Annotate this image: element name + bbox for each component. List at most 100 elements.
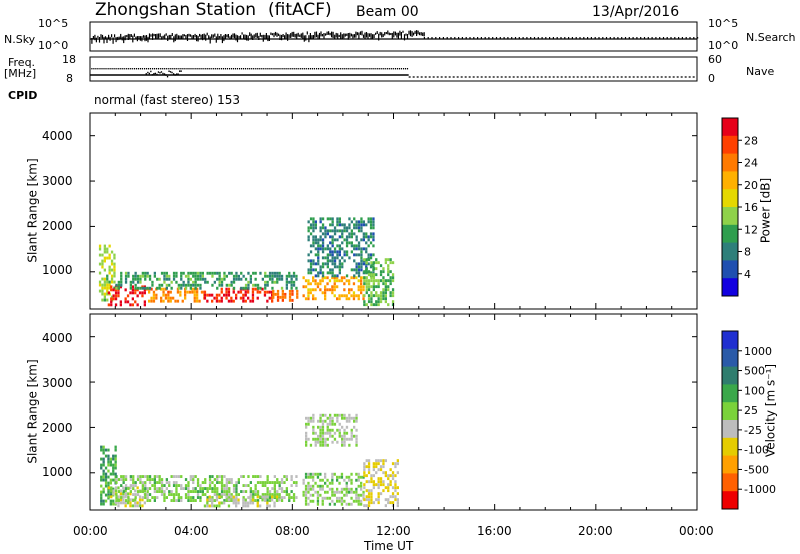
- echo-cell: [215, 293, 219, 297]
- echo-cell: [372, 303, 375, 307]
- echo-cell: [324, 413, 327, 417]
- echo-cell: [115, 499, 118, 502]
- echo-cell: [268, 504, 271, 508]
- freq-mark: [228, 68, 231, 70]
- echo-cell: [309, 288, 312, 292]
- nsky-mark: [285, 32, 287, 39]
- freq-mark: [384, 68, 386, 70]
- echo-cell: [107, 490, 110, 494]
- echo-cell: [377, 303, 380, 307]
- echo-cell: [352, 297, 356, 301]
- echo-cell: [319, 268, 322, 272]
- echo-cell: [180, 283, 183, 287]
- echo-cell: [216, 487, 219, 490]
- echo-cell: [321, 262, 325, 266]
- echo-cell: [268, 490, 272, 493]
- echo-cell: [312, 276, 315, 280]
- nave-tick-low: 0: [708, 72, 715, 85]
- echo-cell: [379, 270, 383, 274]
- echo-cell: [104, 475, 108, 479]
- nsky-mark: [511, 37, 513, 39]
- echo-cell: [172, 481, 176, 484]
- echo-cell: [391, 474, 395, 478]
- freq-mark: [101, 68, 103, 70]
- nsky-mark: [503, 37, 505, 39]
- echo-cell: [292, 499, 296, 502]
- echo-cell: [223, 490, 226, 493]
- echo-cell: [331, 256, 334, 260]
- nsky-mark: [617, 37, 619, 39]
- echo-cell: [312, 217, 315, 221]
- echo-cell: [324, 288, 327, 292]
- freq-mark: [121, 68, 123, 70]
- echo-cell: [329, 416, 332, 420]
- echo-cell: [108, 256, 111, 260]
- freq-mark: [224, 68, 226, 70]
- echo-cell: [338, 250, 341, 254]
- echo-cell: [312, 413, 315, 417]
- echo-cell: [106, 283, 109, 287]
- echo-cell: [363, 498, 366, 502]
- echo-cell: [394, 480, 397, 484]
- echo-cell: [331, 235, 334, 239]
- echo-cell: [275, 498, 279, 502]
- xtick-2400: 00:00: [679, 524, 714, 538]
- nsky-mark: [118, 36, 120, 40]
- colorbar-segment: [722, 118, 738, 137]
- echo-cell: [138, 504, 142, 508]
- echo-cell: [271, 280, 274, 284]
- echo-cell: [387, 303, 390, 307]
- echo-cell: [281, 295, 284, 299]
- echo-cell: [314, 247, 317, 251]
- echo-cell: [367, 489, 371, 493]
- echo-cell: [112, 472, 115, 476]
- echo-cell: [170, 493, 173, 496]
- echo-cell: [256, 290, 259, 294]
- echo-cell: [266, 499, 269, 502]
- echo-cell: [345, 493, 348, 497]
- echo-cell: [184, 296, 187, 300]
- echo-cell: [273, 280, 276, 284]
- echo-cell: [240, 271, 243, 275]
- nsky-mark: [681, 37, 683, 39]
- echo-cell: [110, 280, 114, 284]
- echo-cell: [220, 299, 223, 303]
- echo-cell: [345, 244, 349, 248]
- echo-cell: [244, 277, 248, 281]
- echo-cell: [309, 499, 312, 503]
- echo-cell: [370, 489, 373, 493]
- echo-cell: [251, 498, 255, 502]
- echo-cell: [108, 271, 111, 275]
- echo-cell: [225, 293, 228, 297]
- echo-cell: [167, 293, 170, 297]
- echo-cell: [254, 484, 257, 487]
- echo-cell: [129, 478, 132, 481]
- echo-cell: [336, 416, 339, 420]
- echo-cell: [370, 264, 373, 268]
- echo-cell: [336, 440, 339, 444]
- nsky-mark: [92, 36, 94, 40]
- echo-cell: [160, 487, 164, 490]
- echo-cell: [357, 502, 360, 506]
- echo-cell: [129, 492, 132, 496]
- echo-cell: [375, 267, 378, 271]
- echo-cell: [196, 493, 200, 496]
- echo-cell: [271, 481, 274, 484]
- echo-cell: [331, 223, 334, 227]
- echo-cell: [338, 434, 341, 438]
- echo-cell: [156, 481, 159, 484]
- echo-cell: [355, 416, 358, 420]
- echo-cell: [169, 290, 172, 294]
- echo-cell: [194, 475, 197, 478]
- echo-cell: [124, 277, 128, 281]
- echo-cell: [316, 475, 320, 479]
- echo-cell: [134, 271, 137, 275]
- echo-cell: [112, 469, 115, 473]
- echo-cell: [355, 271, 358, 275]
- echo-cell: [103, 295, 106, 299]
- echo-cell: [174, 299, 177, 303]
- nsky-mark: [662, 37, 665, 39]
- echo-cell: [194, 277, 197, 281]
- echo-cell: [370, 300, 373, 304]
- echo-cell: [391, 486, 395, 490]
